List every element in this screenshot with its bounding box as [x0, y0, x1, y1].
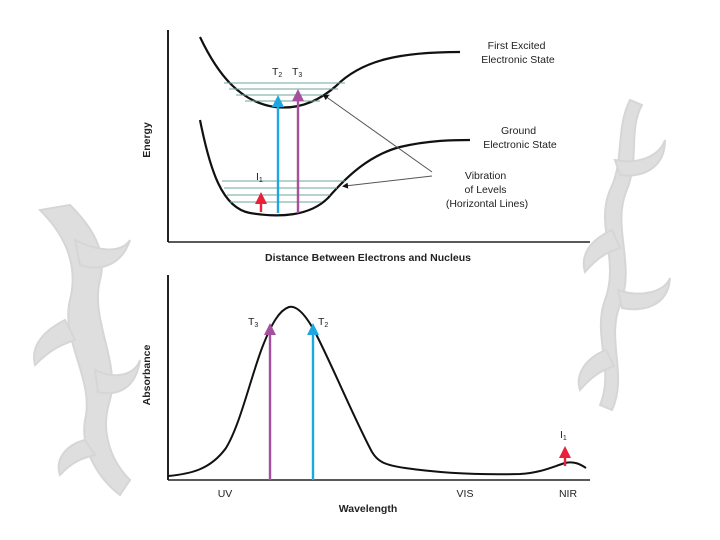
region-vis: VIS: [457, 488, 474, 500]
ground-state-label: Ground Electronic State: [483, 125, 557, 151]
excited-state-curve: [199, 36, 461, 109]
region-uv: UV: [218, 488, 233, 500]
absorbance-chart: Absorbance Wavelength UV VIS NIR T3 T2 I…: [141, 275, 590, 515]
i1-label: I1: [256, 171, 263, 184]
absorbance-curve: [167, 305, 587, 477]
energy-axis-title: Energy: [141, 122, 153, 158]
t2-label: T2: [272, 66, 282, 79]
ground-state-curve: [198, 119, 471, 217]
right-decorative-plant: [577, 98, 671, 412]
left-decorative-plant: [33, 203, 141, 497]
distance-axis-title: Distance Between Electrons and Nucleus: [265, 252, 471, 264]
excited-state-label: First Excited Electronic State: [481, 40, 555, 66]
absorbance-axis-title: Absorbance: [141, 345, 153, 406]
t3-peak-label: T3: [248, 316, 258, 329]
leader-line-excited: [322, 94, 433, 173]
leader-line-ground: [342, 175, 433, 189]
region-nir: NIR: [559, 488, 578, 500]
t3-label: T3: [292, 66, 302, 79]
t2-peak-label: T2: [318, 316, 328, 329]
energy-diagram: Energy Distance Between Electrons and Nu…: [141, 30, 590, 264]
vibration-levels-label: Vibration of Levels (Horizontal Lines): [446, 170, 528, 210]
wavelength-axis-title: Wavelength: [339, 503, 398, 515]
i1-peak-label: I1: [560, 429, 567, 442]
